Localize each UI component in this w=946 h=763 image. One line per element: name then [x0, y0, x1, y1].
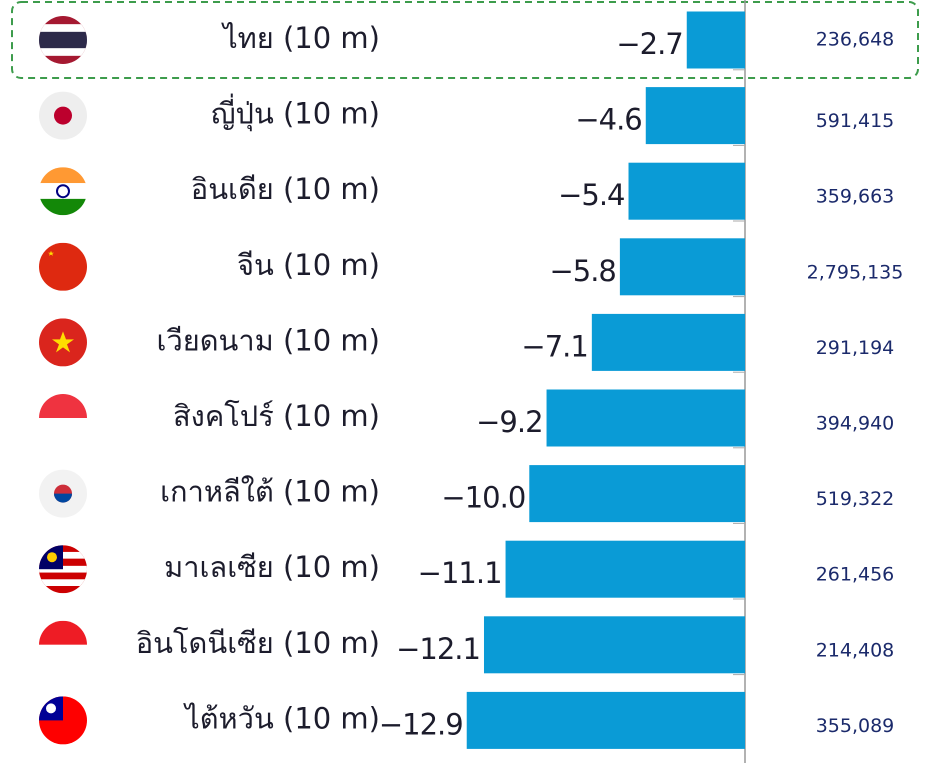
- flag-part: [52, 331, 74, 353]
- flag: [39, 16, 87, 64]
- category-label: ไทย (10 m): [221, 21, 380, 55]
- value-label: −4.6: [575, 103, 641, 137]
- value-label: −9.2: [476, 405, 542, 439]
- bar: [619, 238, 745, 296]
- bar: [645, 87, 745, 145]
- side-label: 591,415: [816, 110, 895, 132]
- value-label: −7.1: [521, 329, 587, 363]
- side-label: 2,795,135: [807, 261, 904, 283]
- category-label: เวียดนาม (10 m): [157, 323, 380, 357]
- value-label: −5.4: [558, 178, 624, 212]
- bar: [628, 162, 745, 220]
- flag-part: [39, 183, 87, 200]
- bar: [686, 11, 745, 69]
- flag-part: [56, 184, 70, 199]
- flag-part: [39, 31, 87, 49]
- bar: [505, 540, 745, 598]
- side-label: 355,089: [816, 715, 895, 737]
- bar: [483, 616, 745, 674]
- value-label: −12.9: [379, 707, 463, 741]
- side-label: 359,663: [816, 186, 895, 208]
- flag-part: [39, 418, 87, 442]
- flag: [39, 167, 87, 216]
- side-label: 394,940: [816, 413, 895, 435]
- flag-part: [54, 106, 72, 125]
- side-label: 214,408: [816, 639, 895, 661]
- flag-part: [39, 242, 87, 291]
- flag-part: [39, 644, 87, 669]
- flag: [39, 242, 87, 291]
- category-label: อินโดนีเซีย (10 m): [136, 626, 380, 660]
- category-label: ไต้หวัน (10 m): [183, 701, 380, 735]
- side-label: 519,322: [816, 488, 895, 510]
- flag: [39, 91, 87, 140]
- flag-part: [48, 250, 54, 256]
- flag-part: [54, 493, 72, 503]
- bar: [466, 691, 745, 749]
- flag-part: [47, 552, 57, 563]
- bar: [546, 389, 745, 447]
- side-label: 261,456: [816, 564, 895, 586]
- category-label: เกาหลีใต้ (10 m): [160, 475, 380, 509]
- highlight-box: [11, 1, 919, 79]
- flag-part: [39, 167, 87, 184]
- flag-part: [39, 579, 87, 586]
- category-label: ญี่ปุ่น (10 m): [211, 94, 380, 132]
- value-label: −10.0: [441, 481, 525, 515]
- flag-part: [39, 620, 87, 645]
- bar: [591, 313, 745, 371]
- category-label: มาเลเซีย (10 m): [164, 550, 380, 584]
- side-label: 291,194: [816, 337, 895, 359]
- flag-part: [46, 703, 56, 714]
- value-label: −12.1: [396, 632, 480, 666]
- flag: [39, 394, 87, 442]
- value-label: −2.7: [616, 27, 682, 61]
- value-label: −11.1: [418, 556, 502, 590]
- bar: [529, 465, 745, 523]
- flag: [39, 469, 87, 518]
- flag: [39, 696, 87, 745]
- flag: [39, 620, 87, 669]
- category-label: สิงคโปร์ (10 m): [173, 399, 380, 433]
- flag: [39, 545, 87, 594]
- flag-part: [39, 198, 87, 216]
- flag: [39, 318, 87, 367]
- value-label: −5.8: [549, 254, 615, 288]
- category-label: อินเดีย (10 m): [191, 172, 380, 206]
- flag-part: [39, 394, 87, 418]
- side-label: 236,648: [816, 29, 895, 51]
- category-label: จีน (10 m): [237, 248, 380, 282]
